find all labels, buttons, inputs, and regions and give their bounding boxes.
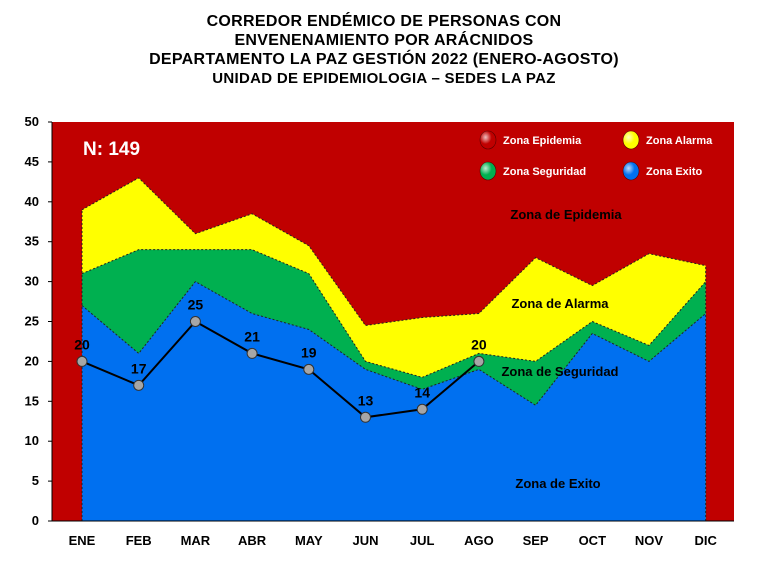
n-count-label: N: 149 — [83, 139, 140, 160]
observed-value-label: 21 — [244, 328, 260, 344]
zone-boundary-line — [81, 177, 706, 327]
observed-point — [416, 403, 428, 415]
x-tick-label: MAY — [295, 533, 323, 548]
legend-label: Zona Alarma — [646, 135, 713, 147]
legend-label: Zona Seguridad — [503, 166, 586, 178]
legend-label: Zona Epidemia — [503, 135, 582, 147]
title-line-4: UNIDAD DE EPIDEMIOLOGIA – SEDES LA PAZ — [212, 70, 556, 87]
zone-boundary-line — [81, 280, 707, 406]
observed-cases-line — [81, 320, 480, 419]
observed-point — [303, 363, 315, 375]
observed-value-label: 20 — [74, 336, 90, 352]
x-tick-label: DIC — [695, 533, 718, 548]
legend-marker-highlight — [623, 131, 639, 149]
title-line-3: DEPARTAMENTO LA PAZ GESTIÓN 2022 (ENERO-… — [149, 51, 619, 68]
x-tick-label: ENE — [69, 533, 96, 548]
y-tick-label: 20 — [25, 353, 39, 368]
y-tick-label: 5 — [32, 473, 39, 488]
observed-point — [76, 355, 88, 367]
x-tick-label: NOV — [635, 533, 664, 548]
y-tick-label: 30 — [25, 274, 39, 289]
legend-marker-highlight — [480, 131, 496, 149]
observed-point — [246, 347, 258, 359]
observed-value-label: 20 — [471, 336, 487, 352]
observed-value-label: 13 — [358, 392, 374, 408]
y-tick-label: 0 — [32, 513, 39, 528]
chart-title: CORREDOR ENDÉMICO DE PERSONAS CON ENVENE… — [0, 12, 768, 88]
x-tick-label: OCT — [579, 533, 607, 548]
title-line-2: ENVENENAMIENTO POR ARÁCNIDOS — [234, 32, 534, 49]
zone-label: Zona de Epidemia — [510, 207, 622, 222]
y-tick-label: 15 — [25, 393, 39, 408]
zone-exito-area — [82, 281, 706, 521]
y-tick-label: 45 — [25, 154, 39, 169]
observed-value-label: 19 — [301, 344, 317, 360]
title-line-1: CORREDOR ENDÉMICO DE PERSONAS CON — [206, 13, 562, 30]
observed-point — [189, 316, 201, 327]
x-tick-label: ABR — [238, 533, 267, 548]
y-tick-label: 50 — [25, 114, 39, 129]
zone-boundary-line — [81, 249, 707, 378]
legend-marker-highlight — [623, 162, 639, 180]
x-tick-label: FEB — [126, 533, 152, 548]
x-tick-label: AGO — [464, 533, 494, 548]
zone-label: Zona de Alarma — [511, 296, 609, 311]
observed-value-label: 14 — [414, 384, 430, 400]
y-tick-label: 35 — [25, 234, 39, 249]
y-tick-label: 10 — [25, 433, 39, 448]
observed-value-label: 25 — [188, 297, 204, 313]
x-tick-label: SEP — [523, 533, 549, 548]
x-tick-label: JUL — [410, 533, 435, 548]
x-tick-label: MAR — [181, 533, 211, 548]
y-tick-label: 40 — [25, 194, 39, 209]
observed-point — [473, 355, 485, 367]
zone-label: Zona de Exito — [515, 476, 600, 491]
observed-point — [133, 379, 145, 391]
y-tick-label: 25 — [25, 314, 39, 329]
observed-point — [360, 411, 371, 423]
observed-value-label: 17 — [131, 360, 147, 376]
x-tick-label: JUN — [352, 533, 378, 548]
zone-label: Zona de Seguridad — [501, 364, 618, 379]
legend-marker-highlight — [480, 162, 496, 180]
legend-label: Zona Exito — [646, 166, 703, 178]
